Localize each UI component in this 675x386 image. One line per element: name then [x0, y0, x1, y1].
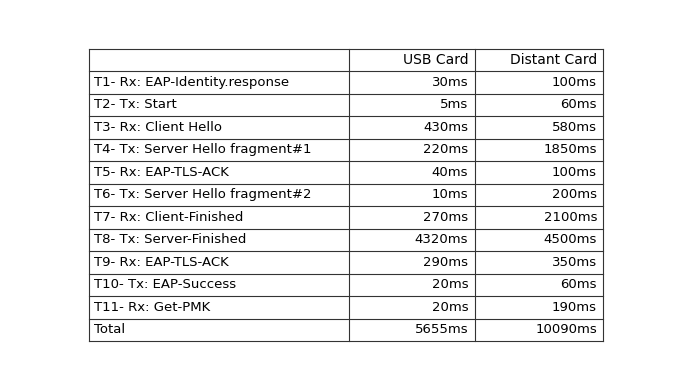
Text: 350ms: 350ms [552, 256, 597, 269]
Text: 100ms: 100ms [552, 76, 597, 89]
Text: 100ms: 100ms [552, 166, 597, 179]
Text: T2- Tx: Start: T2- Tx: Start [94, 98, 177, 112]
Text: Distant Card: Distant Card [510, 53, 597, 67]
Text: 5655ms: 5655ms [414, 323, 468, 337]
Text: 5ms: 5ms [440, 98, 468, 112]
Text: 40ms: 40ms [432, 166, 468, 179]
Text: 270ms: 270ms [423, 211, 468, 224]
Text: 10090ms: 10090ms [535, 323, 597, 337]
Text: 2100ms: 2100ms [543, 211, 597, 224]
Text: 4320ms: 4320ms [415, 234, 468, 246]
Text: Total: Total [94, 323, 125, 337]
Text: USB Card: USB Card [403, 53, 468, 67]
Text: 580ms: 580ms [552, 121, 597, 134]
Text: T7- Rx: Client-Finished: T7- Rx: Client-Finished [94, 211, 243, 224]
Text: 430ms: 430ms [423, 121, 468, 134]
Text: T3- Rx: Client Hello: T3- Rx: Client Hello [94, 121, 222, 134]
Text: 4500ms: 4500ms [543, 234, 597, 246]
Text: T9- Rx: EAP-TLS-ACK: T9- Rx: EAP-TLS-ACK [94, 256, 229, 269]
Text: T6- Tx: Server Hello fragment#2: T6- Tx: Server Hello fragment#2 [94, 188, 311, 201]
Text: 190ms: 190ms [552, 301, 597, 314]
Text: 200ms: 200ms [552, 188, 597, 201]
Text: 20ms: 20ms [432, 278, 468, 291]
Text: T11- Rx: Get-PMK: T11- Rx: Get-PMK [94, 301, 210, 314]
Text: T8- Tx: Server-Finished: T8- Tx: Server-Finished [94, 234, 246, 246]
Text: T10- Tx: EAP-Success: T10- Tx: EAP-Success [94, 278, 236, 291]
Text: 60ms: 60ms [560, 278, 597, 291]
Text: T5- Rx: EAP-TLS-ACK: T5- Rx: EAP-TLS-ACK [94, 166, 229, 179]
Text: 30ms: 30ms [432, 76, 468, 89]
Text: 1850ms: 1850ms [543, 144, 597, 156]
Text: 220ms: 220ms [423, 144, 468, 156]
Text: 60ms: 60ms [560, 98, 597, 112]
Text: 290ms: 290ms [423, 256, 468, 269]
Text: 10ms: 10ms [432, 188, 468, 201]
Text: T4- Tx: Server Hello fragment#1: T4- Tx: Server Hello fragment#1 [94, 144, 311, 156]
Text: 20ms: 20ms [432, 301, 468, 314]
Text: T1- Rx: EAP-Identity.response: T1- Rx: EAP-Identity.response [94, 76, 289, 89]
